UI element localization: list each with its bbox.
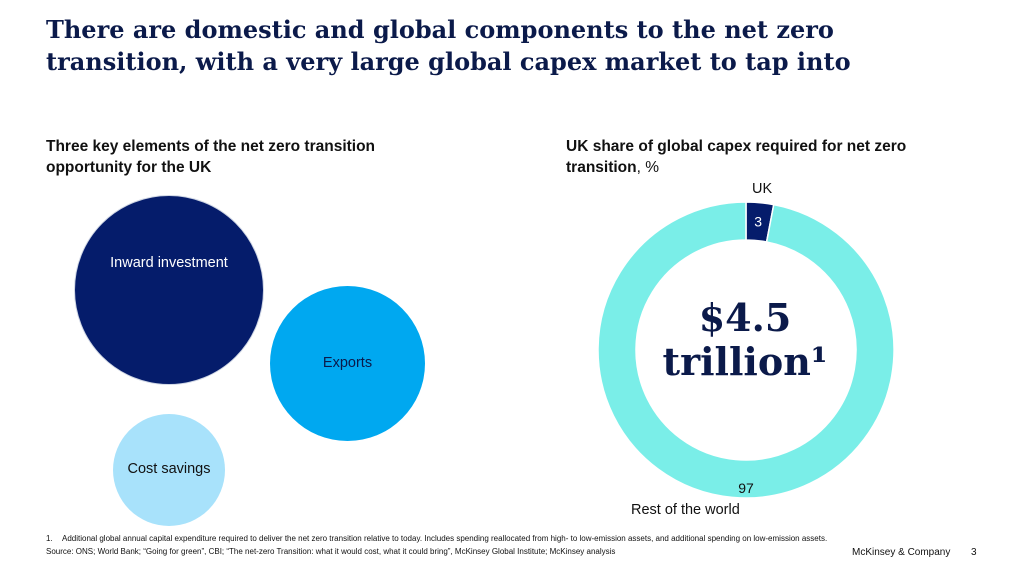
donut-value-label-uk: 3 (754, 214, 762, 230)
brand-name: McKinsey & Company (852, 547, 951, 558)
left-subtitle: Three key elements of the net zero trans… (46, 138, 376, 176)
source-note: Source: ONS; World Bank; “Going for gree… (46, 547, 616, 556)
slice-label-uk: UK (752, 181, 773, 197)
donut-value-label-rest-of-the-world: 97 (738, 480, 754, 496)
donut-slice-rest-of-the-world (597, 201, 895, 499)
bubble-cost-savings: Cost savings (113, 414, 225, 526)
page-number: 3 (971, 547, 977, 558)
donut-center-total: $4.5 trillion¹ (645, 296, 845, 384)
bubble-inward-investment: Inward investment (74, 195, 264, 385)
page-title: There are domestic and global components… (46, 15, 851, 76)
bubble-exports-label: Exports (322, 354, 373, 371)
right-subtitle-main: UK share of global capex required for ne… (566, 138, 907, 176)
footnote: 1. Additional global annual capital expen… (46, 534, 827, 543)
footnote-number: 1. (46, 534, 53, 543)
slice-label-rest-of-world: Rest of the world (631, 502, 740, 518)
center-value: $4.5 (698, 295, 792, 340)
footnote-text: Additional global annual capital expendi… (62, 534, 828, 543)
bubble-inward-investment-label: Inward investment (110, 255, 228, 271)
bubble-exports: Exports (270, 286, 425, 441)
right-subtitle: UK share of global capex required for ne… (566, 136, 926, 178)
center-unit: trillion¹ (662, 339, 828, 384)
bubble-cost-savings-label: Cost savings (127, 461, 211, 477)
donut-chart: 3 97 (597, 201, 895, 499)
right-subtitle-unit: , % (636, 159, 660, 176)
